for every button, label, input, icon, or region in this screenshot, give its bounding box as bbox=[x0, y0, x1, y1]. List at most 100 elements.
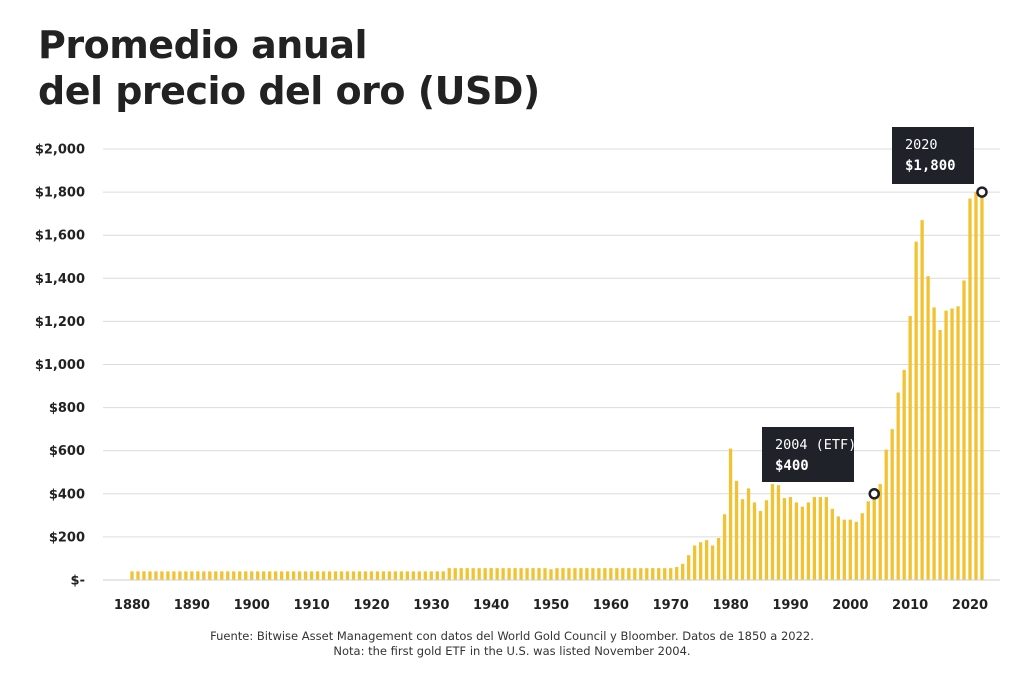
bar bbox=[549, 569, 553, 580]
bar bbox=[351, 571, 356, 580]
bar bbox=[555, 568, 559, 580]
bar bbox=[495, 568, 499, 580]
x-tick-label: 1880 bbox=[114, 598, 150, 613]
bar bbox=[339, 571, 344, 580]
bar bbox=[363, 571, 368, 580]
bar bbox=[776, 485, 781, 580]
bar bbox=[591, 568, 595, 580]
bar bbox=[956, 306, 960, 580]
x-tick-label: 1920 bbox=[353, 598, 389, 613]
bar bbox=[429, 571, 433, 580]
bar bbox=[968, 198, 972, 580]
y-tick-label: $1,400 bbox=[35, 272, 85, 287]
bar bbox=[830, 508, 834, 580]
bar bbox=[453, 568, 457, 580]
bar bbox=[435, 571, 439, 580]
bar bbox=[758, 511, 763, 580]
bar bbox=[651, 568, 655, 580]
bar bbox=[387, 571, 392, 580]
bar bbox=[794, 502, 799, 580]
bar bbox=[202, 571, 206, 580]
annotation-marker bbox=[868, 488, 880, 500]
bar bbox=[405, 571, 409, 580]
y-tick-label: $- bbox=[71, 574, 85, 589]
bar bbox=[130, 571, 134, 580]
y-tick-label: $1,200 bbox=[35, 315, 85, 330]
bar bbox=[214, 571, 218, 580]
bar bbox=[250, 571, 254, 580]
bar bbox=[908, 316, 912, 580]
bar bbox=[597, 568, 601, 580]
bar bbox=[872, 491, 876, 580]
bar bbox=[579, 568, 583, 580]
bar bbox=[944, 310, 948, 580]
y-tick-label: $1,600 bbox=[35, 229, 85, 244]
bar bbox=[274, 571, 278, 580]
bar bbox=[321, 571, 326, 580]
bar bbox=[980, 192, 984, 580]
annotation-box bbox=[892, 127, 974, 184]
bar bbox=[633, 568, 637, 580]
gold-price-chart: $- $200 $400 $600 $800 $1,000 $1,200 $1,400 $1,6… bbox=[35, 127, 1000, 613]
bar bbox=[459, 568, 463, 580]
bar bbox=[693, 545, 697, 580]
x-tick-label: 1910 bbox=[293, 598, 329, 613]
bar bbox=[788, 497, 793, 580]
bar bbox=[172, 571, 176, 580]
bar bbox=[375, 571, 380, 580]
bar bbox=[543, 568, 547, 580]
chart-title: Promedio anual del precio del oro (USD) bbox=[38, 22, 540, 114]
bar bbox=[567, 568, 571, 580]
bar bbox=[226, 571, 230, 580]
bar bbox=[285, 571, 290, 580]
bar bbox=[519, 568, 523, 580]
bar bbox=[770, 484, 775, 580]
bar bbox=[531, 568, 535, 580]
bar bbox=[806, 502, 811, 580]
bar bbox=[196, 571, 200, 580]
annotation-value: $400 bbox=[775, 458, 809, 474]
bar bbox=[333, 571, 338, 580]
bar bbox=[932, 307, 936, 580]
bar bbox=[291, 571, 296, 580]
y-tick-label: $600 bbox=[49, 444, 85, 459]
x-tick-label: 2000 bbox=[832, 598, 868, 613]
bar bbox=[279, 571, 284, 580]
bar bbox=[746, 488, 751, 580]
bar bbox=[441, 571, 445, 580]
bar bbox=[710, 545, 715, 580]
y-tick-label: $2,000 bbox=[35, 143, 85, 158]
bar bbox=[184, 571, 188, 580]
bar bbox=[309, 571, 314, 580]
annotation-marker bbox=[976, 186, 988, 198]
bar bbox=[399, 571, 404, 580]
bar bbox=[447, 568, 451, 580]
bar bbox=[268, 571, 272, 580]
bar bbox=[734, 480, 739, 580]
bar bbox=[178, 571, 182, 580]
bar bbox=[220, 571, 224, 580]
bar bbox=[860, 513, 864, 580]
bar bbox=[585, 568, 589, 580]
bar bbox=[489, 568, 493, 580]
bar bbox=[615, 568, 619, 580]
bar bbox=[513, 568, 517, 580]
bar bbox=[190, 571, 194, 580]
x-tick-label: 1890 bbox=[174, 598, 210, 613]
bar bbox=[381, 571, 386, 580]
bar bbox=[327, 571, 332, 580]
bar bbox=[848, 519, 852, 580]
annotation-label: 2004 (ETF) bbox=[775, 437, 856, 453]
bar bbox=[663, 568, 667, 580]
chart-title-line-2: del precio del oro (USD) bbox=[38, 69, 540, 113]
annotation-value: $1,800 bbox=[905, 158, 956, 174]
bar bbox=[154, 571, 158, 580]
x-tick-label: 1980 bbox=[712, 598, 748, 613]
bar bbox=[166, 571, 170, 580]
bar bbox=[878, 484, 882, 580]
bar bbox=[645, 568, 649, 580]
bar bbox=[866, 501, 870, 580]
bar bbox=[411, 571, 415, 580]
bar bbox=[752, 502, 757, 580]
bar bbox=[262, 571, 266, 580]
